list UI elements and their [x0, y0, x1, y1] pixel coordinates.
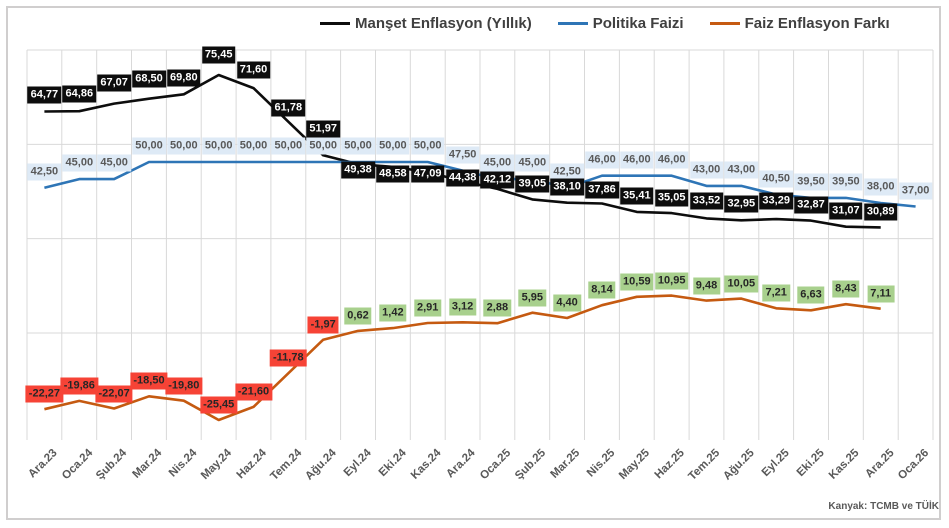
series-line-2 [44, 294, 881, 422]
legend-label: Manşet Enflasyon (Yıllık) [355, 15, 532, 32]
legend-item: Manşet Enflasyon (Yıllık) [320, 15, 532, 32]
chart-frame [6, 6, 941, 520]
legend-line-swatch [320, 22, 350, 25]
legend-item: Politika Faizi [557, 15, 684, 32]
legend-line-swatch [557, 22, 588, 25]
legend: Manşet Enflasyon (Yıllık) Politika Faizi F… [320, 15, 890, 32]
legend-label: Faiz Enflasyon Farkı [744, 15, 890, 32]
legend-item: Faiz Enflasyon Farkı [709, 15, 890, 32]
source-note: Kanyak: TCMB ve TÜİK [828, 501, 939, 512]
series-line-0 [44, 73, 881, 229]
legend-label: Politika Faizi [592, 15, 684, 32]
legend-line-swatch [709, 22, 740, 25]
